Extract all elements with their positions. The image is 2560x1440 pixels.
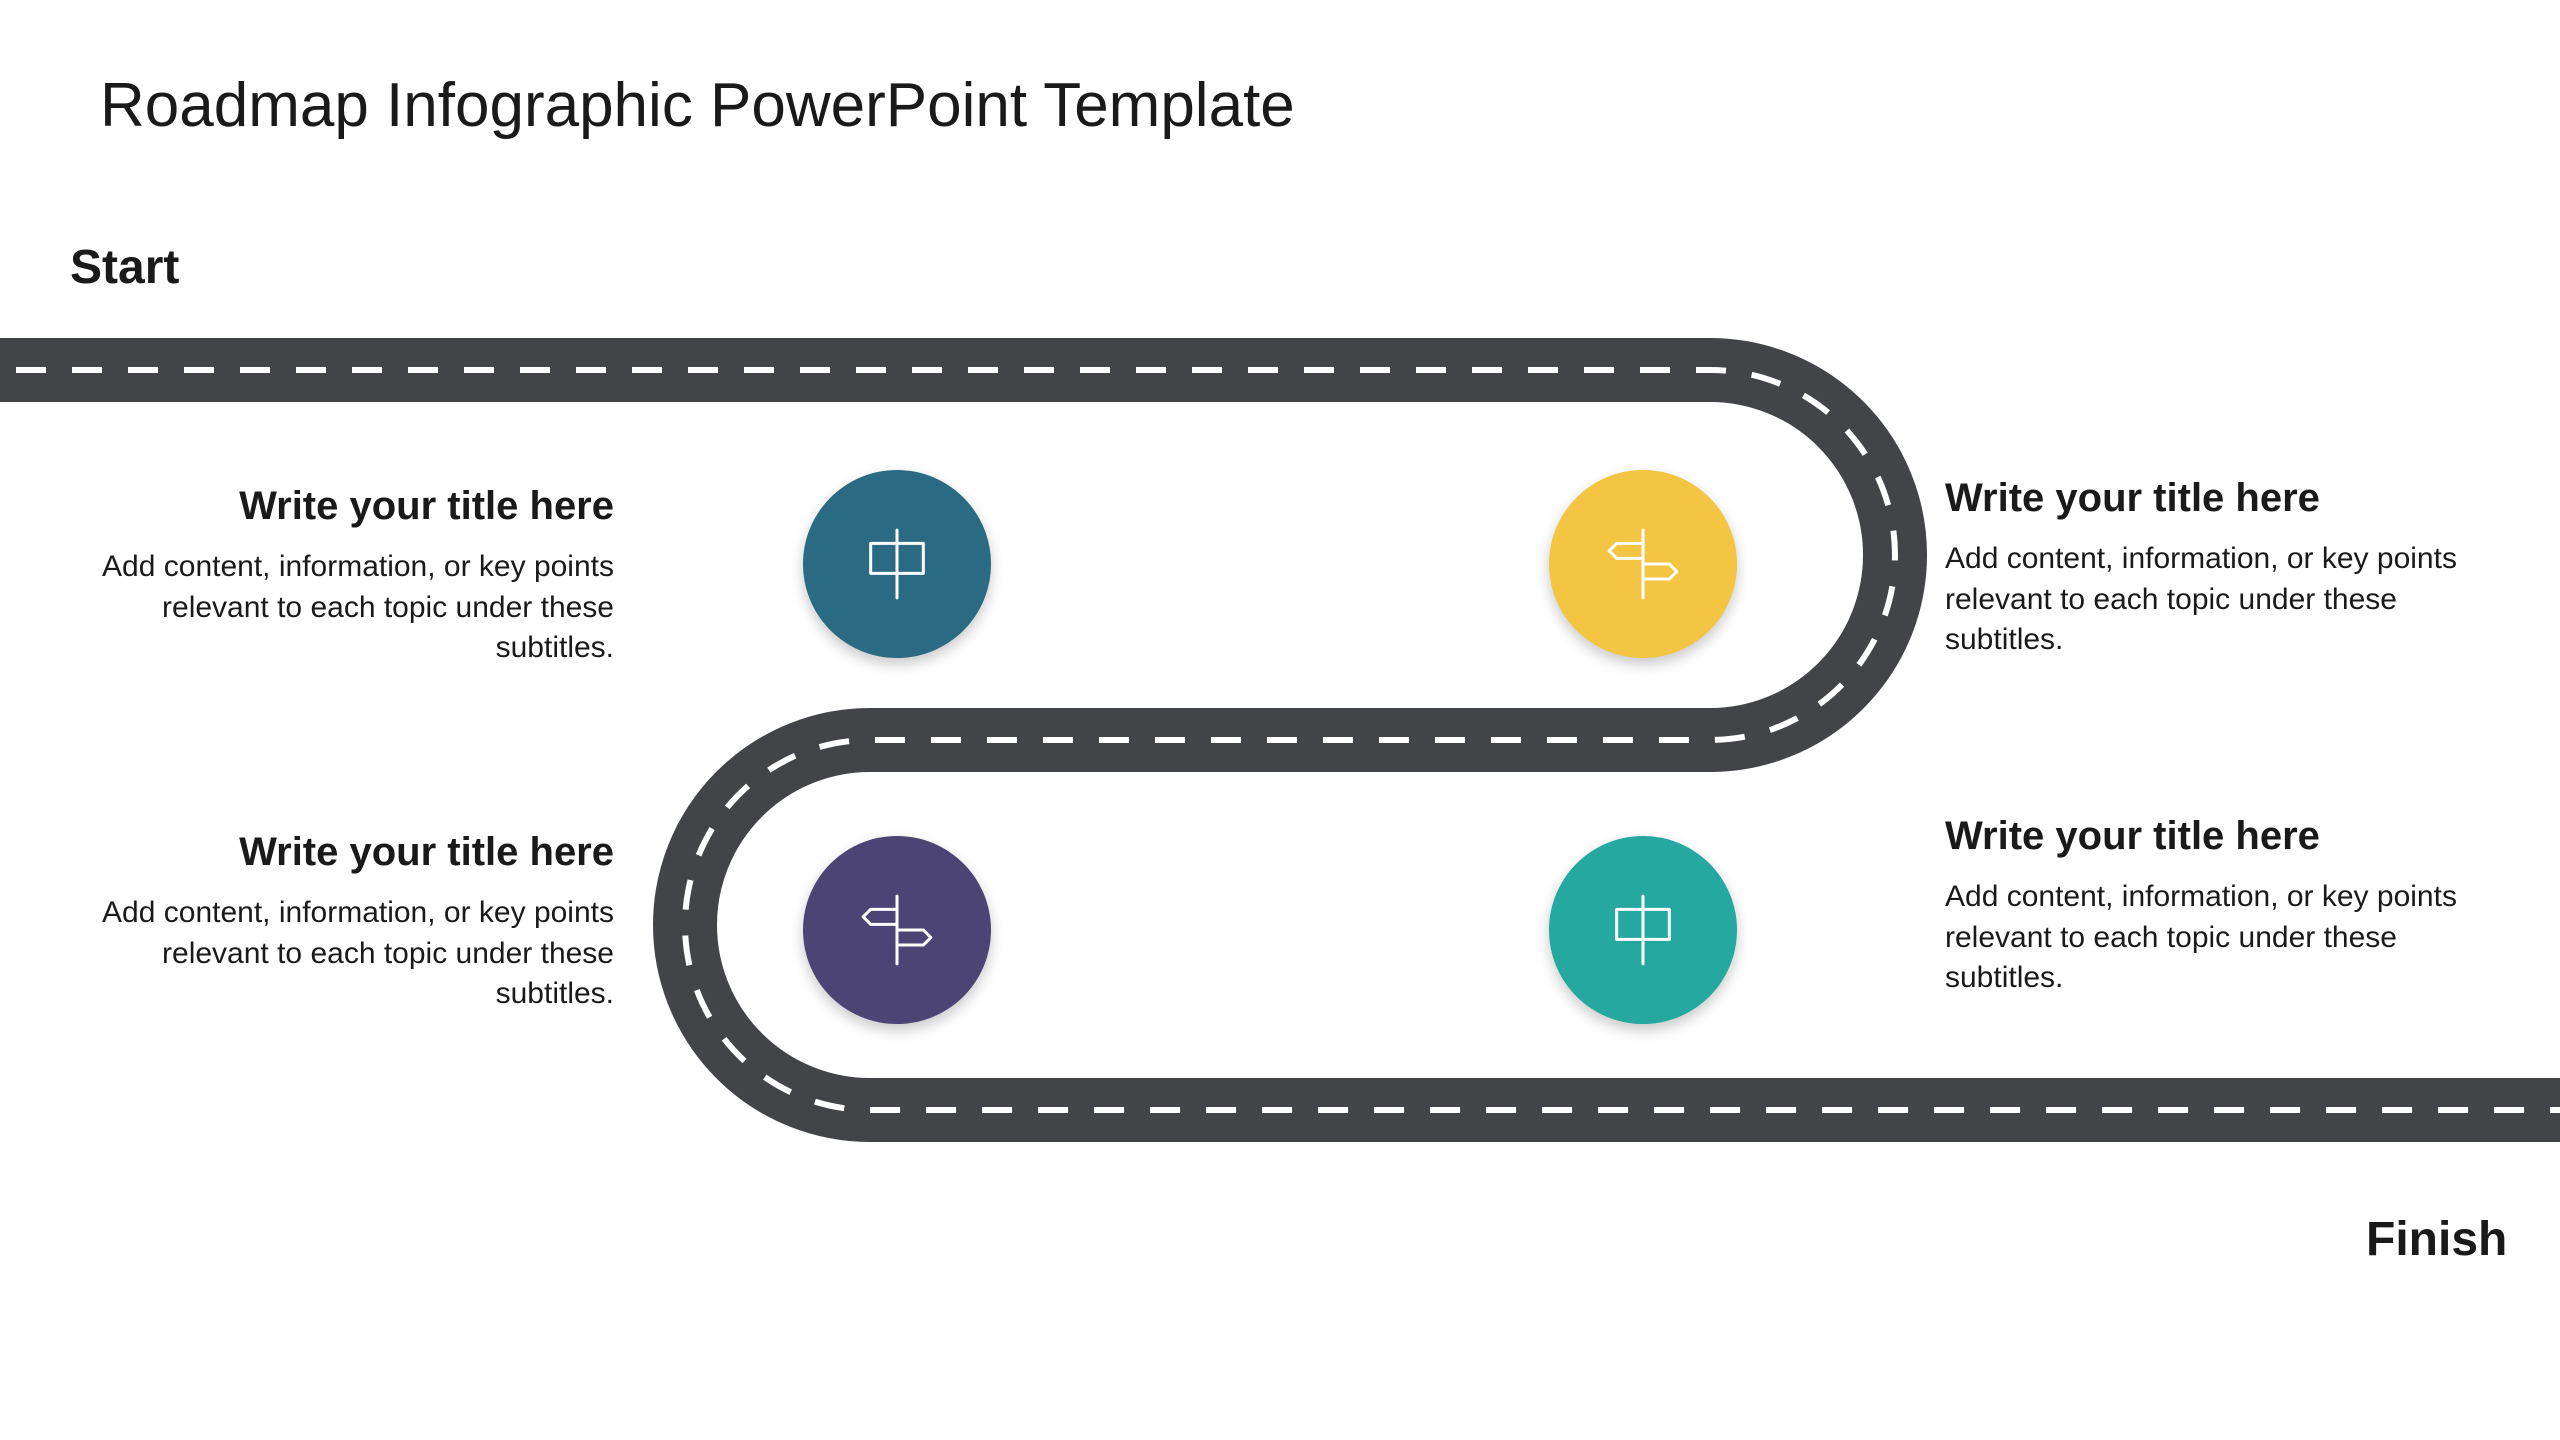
text-block-3-title: Write your title here [74, 830, 614, 875]
signboard-icon [1596, 883, 1690, 977]
milestone-3-circle [803, 836, 991, 1024]
slide-stage: Roadmap Infographic PowerPoint Template … [0, 0, 2560, 1440]
milestone-4-circle [1549, 836, 1737, 1024]
text-block-1: Write your title here Add content, infor… [74, 484, 614, 669]
milestone-2-circle [1549, 470, 1737, 658]
text-block-3-body: Add content, information, or key points … [74, 893, 614, 1015]
text-block-3: Write your title here Add content, infor… [74, 830, 614, 1015]
signboard-icon [850, 517, 944, 611]
text-block-2-title: Write your title here [1945, 476, 2485, 521]
text-block-1-body: Add content, information, or key points … [74, 547, 614, 669]
text-block-4: Write your title here Add content, infor… [1945, 814, 2485, 999]
text-block-4-title: Write your title here [1945, 814, 2485, 859]
signpost-icon [850, 883, 944, 977]
text-block-1-title: Write your title here [74, 484, 614, 529]
milestone-1-circle [803, 470, 991, 658]
road-path [0, 0, 2560, 1440]
text-block-4-body: Add content, information, or key points … [1945, 877, 2485, 999]
text-block-2-body: Add content, information, or key points … [1945, 539, 2485, 661]
text-block-2: Write your title here Add content, infor… [1945, 476, 2485, 661]
signpost-icon [1596, 517, 1690, 611]
